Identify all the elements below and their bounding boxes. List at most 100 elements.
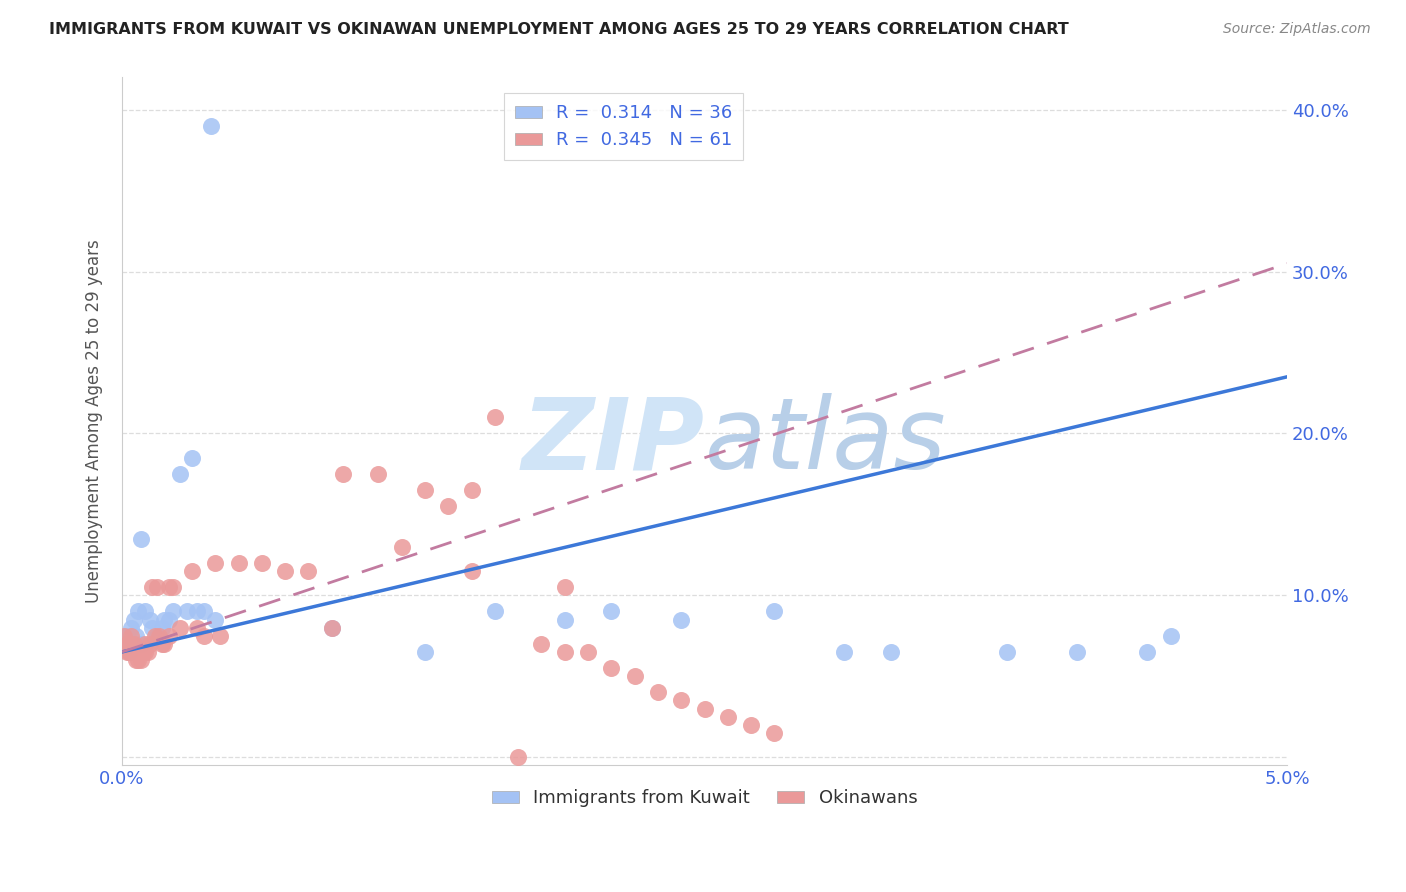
- Point: [740, 717, 762, 731]
- Point: [125, 653, 148, 667]
- Point: [129, 653, 152, 667]
- Point: [118, 637, 141, 651]
- Point: [484, 605, 506, 619]
- Point: [139, 613, 162, 627]
- Point: [125, 645, 148, 659]
- Point: [1066, 645, 1088, 659]
- Point: [150, 637, 173, 651]
- Point: [118, 645, 141, 659]
- Point: [150, 621, 173, 635]
- Point: [554, 613, 576, 627]
- Point: [186, 605, 208, 619]
- Text: IMMIGRANTS FROM KUWAIT VS OKINAWAN UNEMPLOYMENT AMONG AGES 25 TO 29 YEARS CORREL: IMMIGRANTS FROM KUWAIT VS OKINAWAN UNEMP…: [49, 22, 1069, 37]
- Point: [115, 645, 138, 659]
- Point: [367, 467, 389, 481]
- Point: [208, 629, 231, 643]
- Point: [530, 637, 553, 651]
- Point: [623, 669, 645, 683]
- Point: [763, 605, 786, 619]
- Point: [717, 709, 740, 723]
- Point: [115, 637, 138, 651]
- Point: [186, 621, 208, 635]
- Point: [671, 613, 693, 627]
- Point: [127, 605, 149, 619]
- Point: [127, 653, 149, 667]
- Point: [554, 580, 576, 594]
- Point: [391, 540, 413, 554]
- Point: [125, 629, 148, 643]
- Point: [134, 605, 156, 619]
- Point: [1160, 629, 1182, 643]
- Point: [115, 629, 138, 643]
- Point: [112, 629, 135, 643]
- Point: [460, 483, 482, 497]
- Point: [153, 613, 176, 627]
- Point: [122, 637, 145, 651]
- Point: [181, 450, 204, 465]
- Point: [321, 621, 343, 635]
- Point: [671, 693, 693, 707]
- Point: [169, 621, 191, 635]
- Point: [129, 645, 152, 659]
- Point: [997, 645, 1019, 659]
- Point: [576, 645, 599, 659]
- Legend: Immigrants from Kuwait, Okinawans: Immigrants from Kuwait, Okinawans: [485, 782, 925, 814]
- Point: [118, 645, 141, 659]
- Point: [122, 645, 145, 659]
- Point: [162, 605, 184, 619]
- Point: [162, 580, 184, 594]
- Point: [129, 637, 152, 651]
- Point: [146, 629, 169, 643]
- Point: [153, 637, 176, 651]
- Point: [169, 467, 191, 481]
- Point: [204, 613, 226, 627]
- Point: [181, 564, 204, 578]
- Point: [122, 613, 145, 627]
- Point: [437, 500, 460, 514]
- Point: [297, 564, 319, 578]
- Point: [880, 645, 903, 659]
- Point: [134, 637, 156, 651]
- Text: ZIP: ZIP: [522, 393, 704, 491]
- Point: [143, 629, 166, 643]
- Point: [647, 685, 669, 699]
- Point: [157, 613, 180, 627]
- Point: [763, 726, 786, 740]
- Point: [120, 645, 142, 659]
- Point: [413, 645, 436, 659]
- Text: atlas: atlas: [704, 393, 946, 491]
- Text: Source: ZipAtlas.com: Source: ZipAtlas.com: [1223, 22, 1371, 37]
- Point: [176, 605, 198, 619]
- Point: [554, 645, 576, 659]
- Point: [134, 645, 156, 659]
- Point: [834, 645, 856, 659]
- Point: [120, 629, 142, 643]
- Point: [200, 119, 222, 133]
- Point: [136, 645, 159, 659]
- Point: [127, 645, 149, 659]
- Point: [321, 621, 343, 635]
- Point: [204, 556, 226, 570]
- Point: [157, 580, 180, 594]
- Point: [141, 580, 163, 594]
- Point: [120, 621, 142, 635]
- Point: [600, 661, 623, 675]
- Point: [332, 467, 354, 481]
- Point: [146, 580, 169, 594]
- Point: [193, 605, 215, 619]
- Point: [129, 532, 152, 546]
- Point: [413, 483, 436, 497]
- Point: [132, 645, 155, 659]
- Point: [141, 621, 163, 635]
- Point: [693, 701, 716, 715]
- Point: [508, 750, 530, 764]
- Point: [250, 556, 273, 570]
- Point: [228, 556, 250, 570]
- Point: [157, 629, 180, 643]
- Point: [148, 629, 170, 643]
- Point: [600, 605, 623, 619]
- Point: [1136, 645, 1159, 659]
- Point: [484, 410, 506, 425]
- Y-axis label: Unemployment Among Ages 25 to 29 years: Unemployment Among Ages 25 to 29 years: [86, 239, 103, 603]
- Point: [274, 564, 297, 578]
